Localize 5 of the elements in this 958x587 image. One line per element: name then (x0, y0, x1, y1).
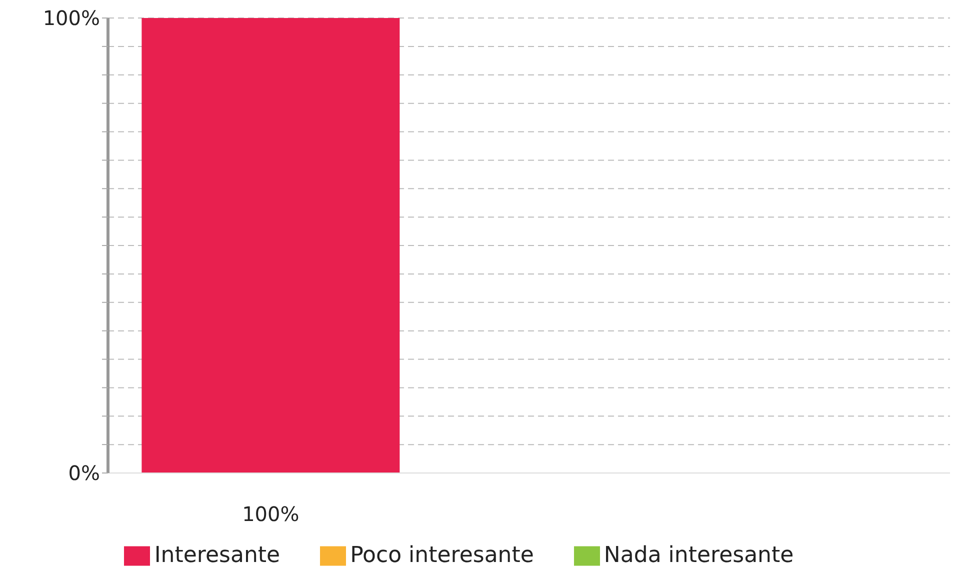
legend-label: Interesante (154, 543, 280, 568)
legend-label: Poco interesante (350, 543, 534, 568)
legend-label: Nada interesante (604, 543, 794, 568)
y-tick-label: 0% (68, 461, 100, 486)
data-label: 100% (242, 502, 300, 526)
